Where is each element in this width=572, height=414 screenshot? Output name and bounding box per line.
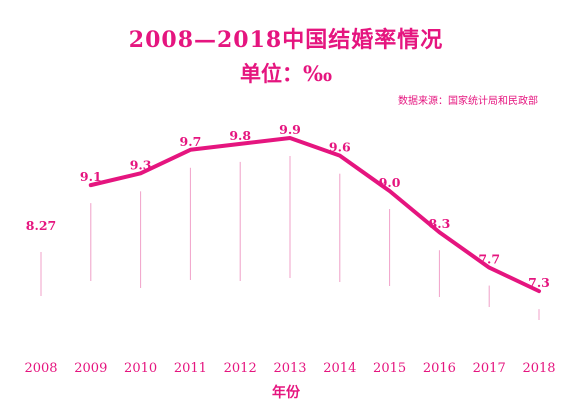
stem-lines (40, 156, 540, 320)
x-tick-2018: 2018 (522, 361, 555, 376)
data-label-2018: 7.3 (528, 275, 550, 290)
x-tick-2012: 2012 (224, 361, 257, 376)
data-label-2014: 9.6 (329, 140, 351, 155)
x-axis-title: 年份 (272, 385, 300, 401)
data-source: 数据来源：国家统计局和民政部 (398, 96, 538, 107)
x-tick-2009: 2009 (74, 361, 107, 376)
data-label-2016: 8.3 (429, 216, 451, 231)
chart-title: 2008—2018中国结婚率情况 (128, 27, 444, 53)
data-label-2017: 7.7 (478, 252, 500, 267)
chart-unit: 单位：‰ (239, 61, 333, 86)
x-axis-ticks: 2008 2009 2010 2011 2012 2013 2014 2015 2016 2017… (24, 361, 555, 376)
data-label-2013: 9.9 (279, 122, 301, 137)
x-tick-2013: 2013 (273, 361, 306, 376)
x-tick-2016: 2016 (423, 361, 456, 376)
data-label-2010: 9.3 (130, 157, 152, 172)
x-tick-2015: 2015 (373, 361, 406, 376)
x-tick-2008: 2008 (24, 361, 57, 376)
data-label-2015: 9.0 (379, 175, 401, 190)
series-line (88, 136, 541, 294)
x-tick-2011: 2011 (174, 361, 207, 376)
data-label-2008: 8.27 (26, 218, 56, 233)
data-labels: 8.27 9.1 9.3 9.7 9.8 9.9 9.6 9.0 8.3 7.7 7.3 (26, 122, 550, 290)
x-tick-2014: 2014 (323, 361, 356, 376)
data-label-2009: 9.1 (80, 169, 102, 184)
data-label-2012: 9.8 (229, 128, 251, 143)
x-tick-2010: 2010 (124, 361, 157, 376)
data-label-2011: 9.7 (180, 134, 202, 149)
x-tick-2017: 2017 (473, 361, 506, 376)
